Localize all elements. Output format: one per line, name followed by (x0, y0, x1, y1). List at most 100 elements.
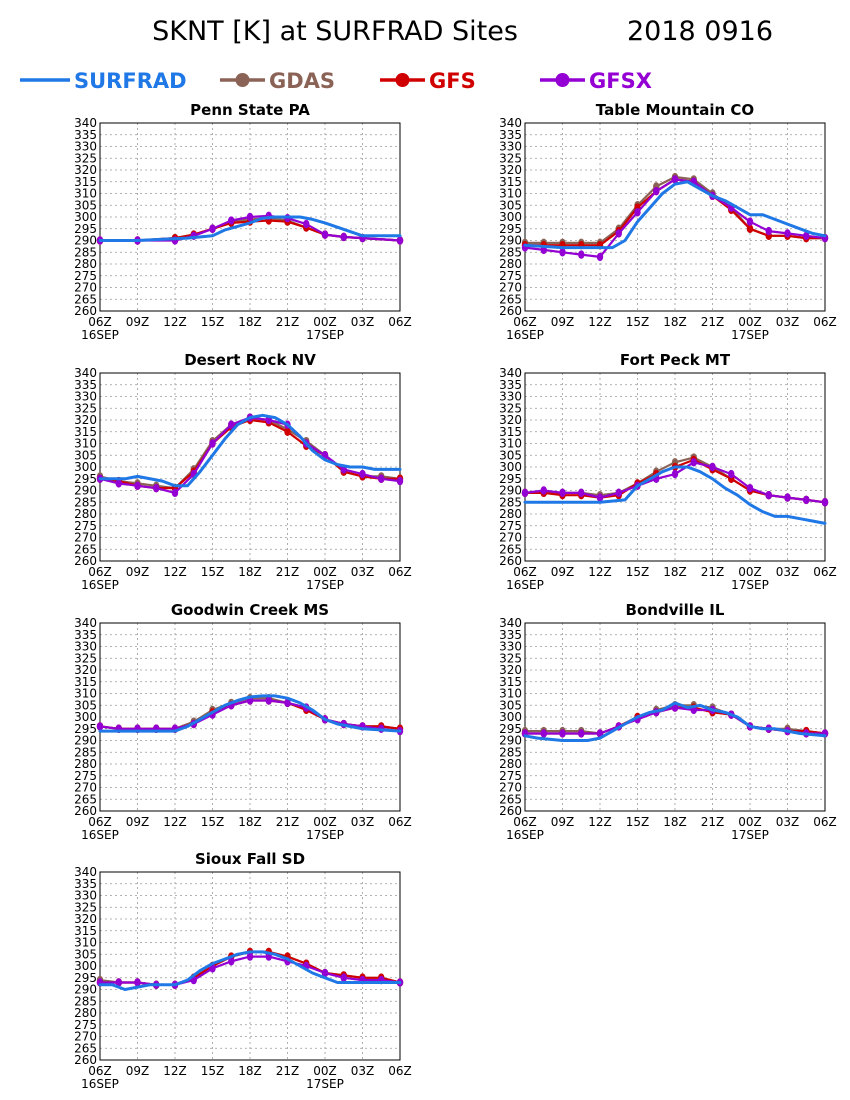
y-tick-label: 340 (499, 116, 522, 130)
data-point-gfsx (540, 486, 547, 495)
y-tick-label: 340 (74, 865, 97, 879)
legend-item-gdas: GDAS (220, 69, 335, 93)
x-tick-label: 18Z (663, 565, 687, 579)
x-tick-label: 21Z (276, 815, 300, 829)
data-point-gfsx (378, 474, 385, 483)
data-point-gfsx (653, 186, 660, 196)
y-tick-label: 260 (499, 304, 522, 318)
y-tick-label: 325 (74, 151, 97, 165)
y-tick-label: 315 (499, 425, 522, 439)
legend-label-surfrad: SURFRAD (74, 69, 187, 93)
panel-title: Fort Peck MT (620, 351, 731, 369)
y-tick-label: 320 (74, 912, 97, 926)
x-date-label: 17SEP (731, 828, 769, 842)
y-tick-label: 265 (74, 542, 97, 556)
x-tick-label: 00Z (738, 565, 762, 579)
x-tick-label: 15Z (626, 815, 650, 829)
y-tick-label: 330 (74, 390, 97, 404)
y-tick-label: 275 (74, 519, 97, 533)
data-point-gfsx (246, 212, 254, 222)
x-tick-label: 21Z (276, 315, 300, 329)
panel-sioux-fall-sd: Sioux Fall SD 260265270275280285290295300… (74, 850, 412, 1091)
legend-item-surfrad: SURFRAD (20, 69, 187, 93)
y-tick-label: 285 (499, 495, 522, 509)
y-tick-label: 340 (74, 366, 97, 380)
y-tick-label: 285 (74, 245, 97, 259)
x-date-label: 16SEP (81, 1077, 119, 1091)
y-tick-label: 325 (74, 401, 97, 415)
y-tick-label: 310 (74, 187, 97, 201)
panel-table-mountain-co: Table Mountain CO 26026527027528028529029… (499, 101, 837, 342)
data-point-gfsx (96, 722, 104, 731)
y-tick-label: 330 (499, 390, 522, 404)
data-point-gfsx (578, 250, 585, 259)
data-point-gfsx (540, 729, 547, 738)
x-tick-label: 06Z (513, 815, 537, 829)
x-tick-label: 09Z (126, 315, 150, 329)
plot-frame (524, 122, 826, 312)
panel-title: Sioux Fall SD (195, 850, 305, 868)
data-point-gfsx (746, 217, 754, 226)
series-surfrad (98, 694, 402, 733)
series-surfrad (523, 701, 827, 742)
y-tick-label: 265 (74, 792, 97, 806)
data-point-gfsx (821, 498, 829, 507)
y-tick-label: 285 (74, 994, 97, 1008)
y-tick-label: 280 (499, 757, 522, 771)
y-tick-label: 275 (499, 269, 522, 283)
panels: Penn State PA260265270275280285290295300… (74, 101, 837, 1091)
x-tick-label: 18Z (238, 565, 262, 579)
x-tick-label: 12Z (163, 1064, 187, 1078)
data-point-gfsx (596, 493, 604, 502)
series-line-surfrad (98, 215, 402, 242)
x-tick-label: 03Z (351, 1064, 375, 1078)
data-point-gfsx (396, 236, 404, 245)
series-surfrad (98, 215, 402, 242)
data-point-gfsx (340, 973, 347, 982)
x-tick-label: 18Z (663, 315, 687, 329)
y-tick-label: 300 (74, 460, 97, 474)
y-tick-label: 315 (499, 675, 522, 689)
y-tick-label: 270 (499, 531, 522, 545)
y-tick-label: 330 (499, 140, 522, 154)
y-tick-label: 340 (74, 116, 97, 130)
x-tick-label: 21Z (701, 565, 725, 579)
x-tick-label: 09Z (551, 815, 575, 829)
data-point-gfsx (265, 696, 272, 705)
x-tick-label: 18Z (663, 815, 687, 829)
x-tick-label: 03Z (776, 815, 800, 829)
y-tick-label: 305 (74, 448, 97, 462)
y-tick-label: 290 (74, 734, 97, 748)
y-tick-label: 265 (499, 292, 522, 306)
data-point-gfsx (134, 978, 141, 987)
data-point-gfsx (359, 469, 366, 479)
x-tick-label: 12Z (588, 565, 612, 579)
y-tick-label: 290 (74, 484, 97, 498)
y-tick-label: 285 (499, 245, 522, 259)
y-tick-label: 305 (499, 698, 522, 712)
data-point-gfsx (690, 458, 697, 467)
y-tick-label: 310 (74, 687, 97, 701)
y-tick-label: 260 (74, 1053, 97, 1067)
plot-frame (524, 372, 826, 562)
y-tick-label: 270 (74, 1030, 97, 1044)
x-tick-label: 03Z (351, 565, 375, 579)
y-tick-label: 340 (74, 616, 97, 630)
y-tick-label: 275 (74, 769, 97, 783)
data-point-gfsx (671, 469, 679, 479)
x-tick-label: 21Z (701, 315, 725, 329)
grid (525, 373, 825, 561)
data-point-gfsx (578, 729, 585, 738)
y-tick-label: 330 (74, 640, 97, 654)
y-tick-label: 335 (499, 628, 522, 642)
y-tick-label: 310 (499, 437, 522, 451)
legend-label-gfs: GFS (429, 69, 476, 93)
x-tick-label: 12Z (588, 315, 612, 329)
y-tick-label: 285 (74, 745, 97, 759)
y-tick-label: 320 (499, 163, 522, 177)
x-tick-label: 06Z (513, 315, 537, 329)
x-tick-label: 06Z (513, 565, 537, 579)
data-point-gfsx (615, 229, 622, 238)
series-line-surfrad (523, 465, 827, 525)
